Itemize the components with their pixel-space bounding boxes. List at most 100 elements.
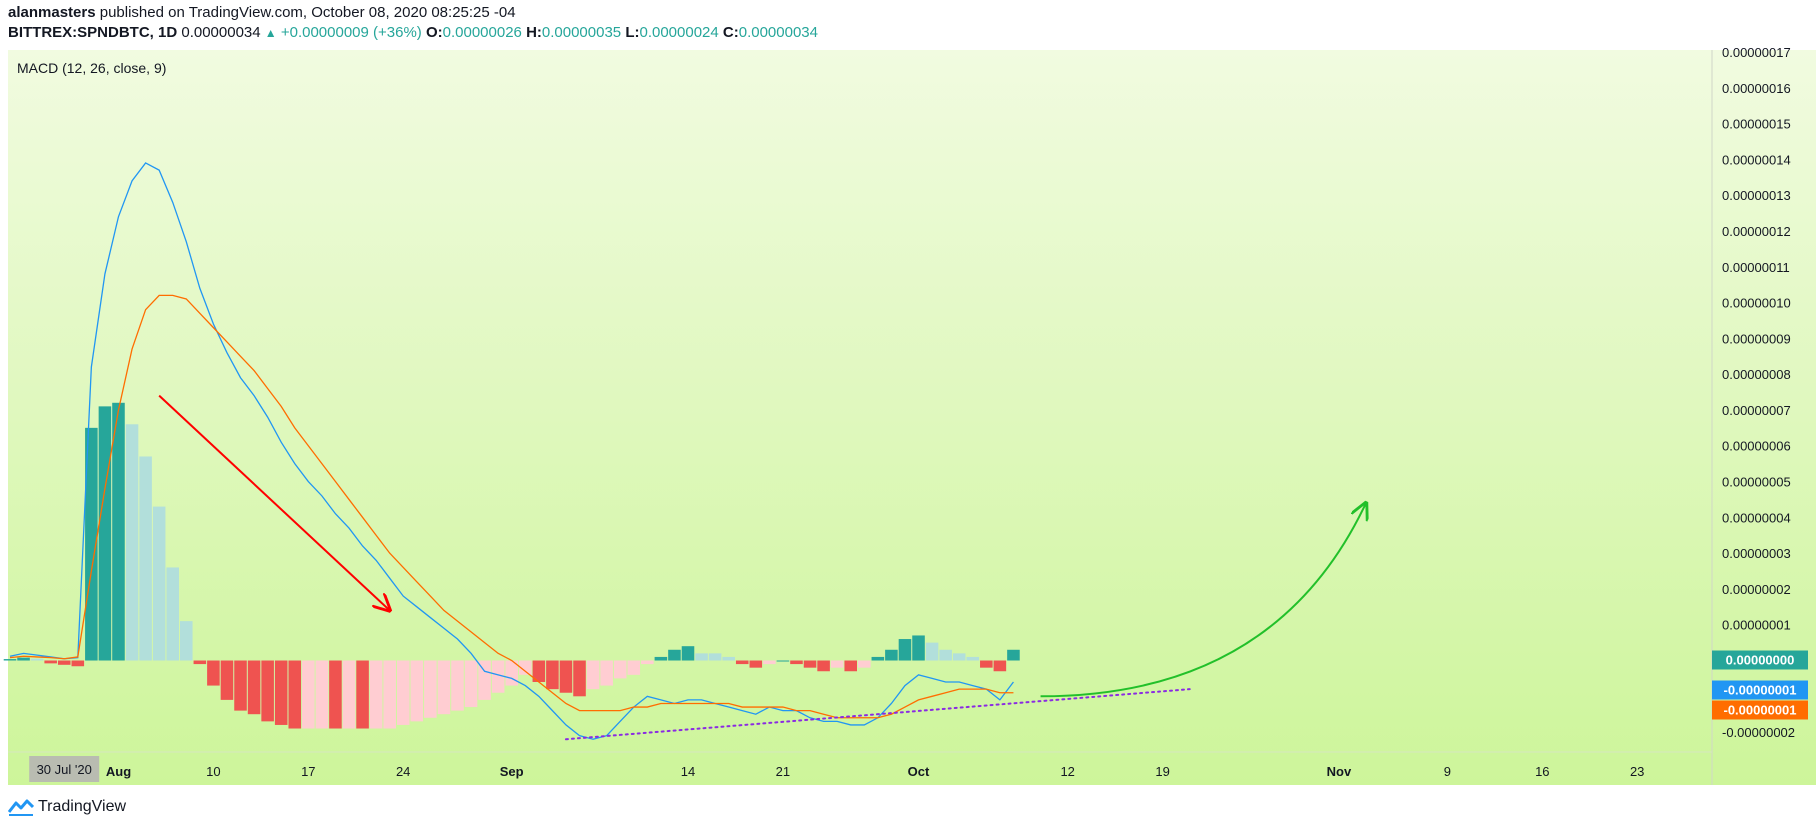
histogram-bar <box>356 660 369 729</box>
last-value-badge <box>1712 700 1808 720</box>
histogram-bar <box>342 660 356 729</box>
histogram-bar <box>844 660 857 672</box>
histogram-bar <box>681 646 695 661</box>
author-name[interactable]: alanmasters <box>8 4 96 21</box>
histogram-bar <box>613 660 627 679</box>
low-label: L: <box>625 24 640 41</box>
price-tick-label: 0.00000012 <box>1722 224 1791 239</box>
price-tick-label: 0.00000001 <box>1722 618 1791 633</box>
histogram-bar <box>437 660 451 715</box>
histogram-bar <box>858 660 871 668</box>
histogram-bar <box>207 660 220 686</box>
price-tick-label: 0.00000010 <box>1722 296 1791 311</box>
publish-line: alanmasters published on TradingView.com… <box>8 4 516 21</box>
last-value-badge <box>1712 680 1808 700</box>
symbol-name[interactable]: BITTREX:SPNDBTC, 1D <box>8 24 178 41</box>
histogram-bar <box>817 660 830 672</box>
histogram-bar <box>573 660 586 697</box>
annotations-group <box>158 394 1366 741</box>
histogram-bar <box>139 456 152 661</box>
time-axis: 30 Jul '20 Aug 10 17 24 Sep 14 21 Oct 12 19 Nov 9 16 2… <box>29 756 1644 782</box>
macd-line <box>9 162 1014 740</box>
histogram-bar <box>1007 649 1020 661</box>
histogram-bar <box>410 660 424 722</box>
price-tick-label: 0.00000013 <box>1722 188 1791 203</box>
high-value: 0.00000035 <box>541 24 622 41</box>
histogram-bar <box>925 642 939 661</box>
price-tick-label: 0.00000004 <box>1722 510 1791 525</box>
histogram-bar <box>98 406 112 661</box>
histogram-bar <box>668 649 681 661</box>
histogram-bar <box>274 660 288 725</box>
histogram-bar <box>71 660 85 667</box>
price-tick-label: 0.00000016 <box>1722 81 1791 96</box>
time-tick-label: 24 <box>396 764 410 779</box>
histogram-bar <box>559 660 573 693</box>
time-tick-label: 14 <box>681 764 695 779</box>
last-value-badge <box>1712 650 1808 670</box>
histogram-bar <box>30 658 44 661</box>
time-tick-label: Aug <box>106 764 131 779</box>
price-tick-label: 0.00000008 <box>1722 367 1791 382</box>
published-text: published on TradingView.com, October 08… <box>99 4 516 21</box>
histogram-bar <box>600 660 613 686</box>
histogram-bar <box>478 660 491 700</box>
histogram-bar <box>708 653 722 661</box>
lines-group <box>9 162 1014 740</box>
histogram-bar <box>546 660 559 690</box>
price-tick-label: 0.00000014 <box>1722 152 1791 167</box>
histogram-bar <box>749 660 763 668</box>
tradingview-footer[interactable]: TradingView <box>8 797 126 817</box>
price-axis: 0.00000017 0.00000016 0.00000015 0.00000014… <box>1722 45 1795 740</box>
indicator-label: MACD (12, 26, close, 9) <box>17 60 166 76</box>
histogram-bar <box>966 656 980 661</box>
price-tick-label: 0.00000015 <box>1722 117 1791 132</box>
open-value: 0.00000026 <box>442 24 522 41</box>
price-tick-label: 0.00000002 <box>1722 582 1791 597</box>
change-value: +0.00000009 (+36%) <box>280 24 422 41</box>
low-value: 0.00000024 <box>639 24 719 41</box>
tradingview-logo-icon <box>8 799 34 816</box>
histogram-group <box>3 402 1020 729</box>
histogram-bar <box>952 653 966 661</box>
time-tick-label: 9 <box>1444 764 1451 779</box>
histogram-bar <box>369 660 383 729</box>
time-tick-label: 12 <box>1060 764 1074 779</box>
histogram-bar <box>125 424 139 661</box>
histogram-bar <box>451 660 464 711</box>
histogram-bar <box>424 660 437 718</box>
histogram-bar <box>302 660 315 729</box>
price-tick-label: 0.00000003 <box>1722 546 1791 561</box>
dotted-trendline <box>564 688 1191 741</box>
histogram-bar <box>220 660 234 700</box>
histogram-bar <box>166 567 179 661</box>
histogram-bar <box>180 621 193 661</box>
histogram-bar <box>247 660 261 715</box>
price-tick-label: 0.00000006 <box>1722 439 1791 454</box>
histogram-bar <box>261 660 274 722</box>
histogram-bar <box>288 660 302 729</box>
histogram-bar <box>17 657 30 661</box>
histogram-bar <box>152 506 166 661</box>
histogram-bar <box>830 660 844 668</box>
histogram-bar <box>980 660 993 668</box>
histogram-bar <box>763 660 776 665</box>
histogram-bar <box>885 649 898 661</box>
red-down-arrow <box>158 394 390 611</box>
signal-line <box>9 294 1014 719</box>
histogram-bar <box>57 660 71 665</box>
high-label: H: <box>526 24 542 41</box>
histogram-bar <box>939 649 952 661</box>
time-tick-label: Oct <box>908 764 930 779</box>
time-tick-label: 17 <box>301 764 315 779</box>
price-tick-label: 0.00000005 <box>1722 475 1791 490</box>
histogram-bar <box>722 656 735 661</box>
crosshair-date-box <box>29 756 100 782</box>
histogram-bar <box>776 660 790 662</box>
histogram-bar <box>641 660 654 665</box>
close-label: C: <box>722 24 739 41</box>
price-tick-label: 0.00000017 <box>1722 45 1791 60</box>
histogram-bar <box>627 660 641 675</box>
time-tick-label: 10 <box>206 764 220 779</box>
